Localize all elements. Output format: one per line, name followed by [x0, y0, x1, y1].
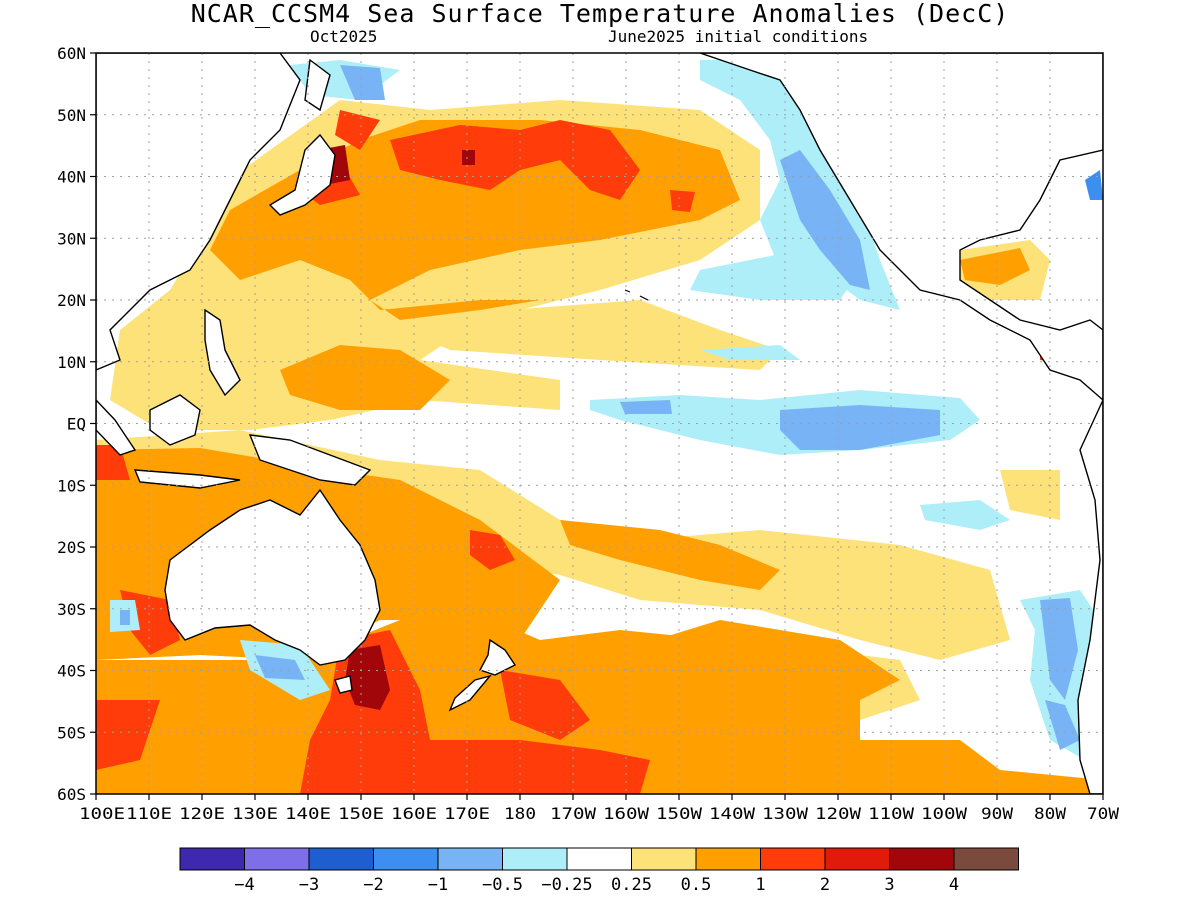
colorbar-label: −0.25 [541, 875, 592, 895]
new-zealand-land [478, 638, 517, 676]
colorbar-label: −0.5 [482, 875, 523, 895]
longitude-label: 110E [126, 804, 172, 823]
australia-land [164, 488, 381, 666]
colorbar-swatch [631, 847, 697, 871]
axis-ticks [90, 52, 1104, 800]
lat-lon-gridlines [96, 53, 1103, 794]
cool-strong-anomalies [120, 65, 1103, 750]
colorbar-label: −2 [363, 875, 383, 895]
longitude-label: 70W [1087, 804, 1119, 823]
colorbar-swatch [760, 847, 826, 871]
colorbar-label: 1 [755, 875, 765, 895]
latitude-label: 20N [57, 291, 86, 310]
colorbar-swatch [502, 847, 568, 871]
longitude-label: 170W [550, 804, 596, 823]
warm-strong-anomalies [96, 110, 1098, 794]
coastlines [96, 53, 1103, 794]
latitude-label: EQ [67, 415, 86, 434]
colorbar-label: −1 [428, 875, 448, 895]
longitude-label: 130W [762, 804, 808, 823]
colorbar-legend: −4 −3 −2 −1 −0.5 −0.25 0.25 0.5 1 2 3 4 [179, 847, 1019, 895]
latitude-label: 60N [57, 44, 86, 63]
latitude-label: 50S [57, 723, 86, 742]
new-guinea-land [248, 434, 372, 486]
colorbar-swatch [179, 847, 245, 871]
colorbar-swatch [889, 847, 955, 871]
south-america-land [1077, 399, 1103, 794]
colorbar-swatch [244, 847, 310, 871]
longitude-labels: 100E 110E 120E 130E 140E 150E 160E 170E 180 170W 1… [79, 804, 1119, 823]
latitude-label: 60S [57, 785, 86, 804]
longitude-label: 140W [709, 804, 755, 823]
latitude-label: 40S [57, 662, 86, 681]
colorbar-swatch [437, 847, 503, 871]
longitude-label: 140E [285, 804, 331, 823]
longitude-label: 130E [232, 804, 278, 823]
chart-title: NCAR_CCSM4 Sea Surface Temperature Anoma… [190, 0, 1010, 28]
longitude-label: 110W [868, 804, 914, 823]
latitude-label: 10S [57, 476, 86, 495]
colorbar-swatch [953, 847, 1019, 871]
colorbar-swatch [373, 847, 439, 871]
latitude-label: 40N [57, 168, 86, 187]
japan-land [268, 133, 336, 216]
longitude-label: 100W [921, 804, 967, 823]
longitude-label: 100E [79, 804, 125, 823]
colorbar-label: 0.5 [681, 875, 712, 895]
longitude-label: 160E [391, 804, 437, 823]
longitude-label: 90W [981, 804, 1013, 823]
forecast-month: Oct2025 [310, 27, 378, 46]
latitude-label: 10N [57, 353, 86, 372]
colorbar-label: −3 [299, 875, 319, 895]
anomaly-field [96, 53, 1103, 794]
borneo-land [149, 394, 201, 446]
colorbar-swatch [824, 847, 890, 871]
colorbar-label: 2 [820, 875, 830, 895]
longitude-label: 180 [504, 804, 536, 823]
colorbar-swatch [695, 847, 761, 871]
latitude-label: 50N [57, 106, 86, 125]
longitude-label: 80W [1034, 804, 1066, 823]
longitude-label: 170E [444, 804, 490, 823]
latitude-labels: 60N 50N 40N 30N 20N 10N EQ 10S 20S 30S 40S 50S 60S [57, 44, 86, 804]
colorbar-label: 3 [884, 875, 894, 895]
colorbar-label: −4 [234, 875, 254, 895]
longitude-label: 150E [338, 804, 384, 823]
colorbar-label: 4 [949, 875, 959, 895]
latitude-label: 30N [57, 229, 86, 248]
north-america-land [699, 53, 1103, 401]
initial-conditions-label: June2025 initial conditions [608, 27, 869, 46]
longitude-label: 160W [603, 804, 649, 823]
colorbar-swatch [566, 847, 632, 871]
colorbar-swatch [308, 847, 374, 871]
latitude-label: 20S [57, 538, 86, 557]
asia-mainland [96, 53, 301, 371]
colorbar-label: 0.25 [611, 875, 652, 895]
longitude-label: 120W [815, 804, 861, 823]
longitude-label: 120E [179, 804, 225, 823]
latitude-label: 30S [57, 600, 86, 619]
longitude-label: 150W [656, 804, 702, 823]
hawaii-islands [624, 289, 649, 301]
